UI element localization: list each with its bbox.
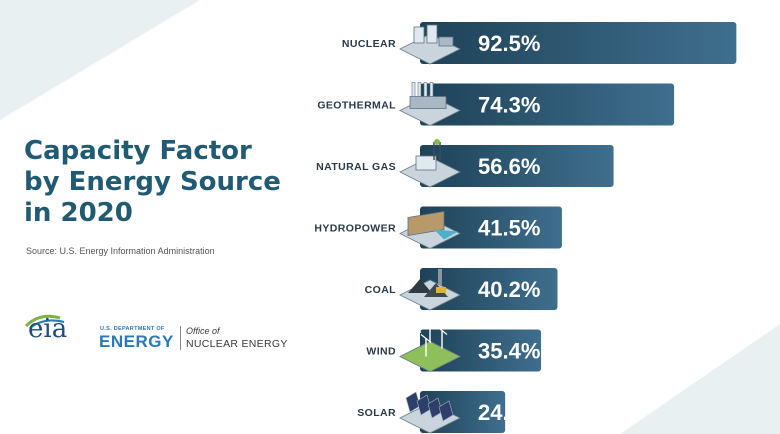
category-label: NATURAL GAS [316,161,396,173]
value-label: 24.9% [478,400,540,425]
value-label: 35.4% [478,339,540,364]
bar-natural-gas [420,145,614,187]
geothermal-plant-icon [399,82,461,126]
value-label: 92.5% [478,31,540,56]
corner-decoration-top-left [0,0,200,120]
bar-nuclear [420,22,737,64]
value-label: 41.5% [478,216,540,241]
nuclear-plant-icon [399,24,461,65]
value-label: 74.3% [478,93,540,118]
value-label: 40.2% [478,277,540,302]
category-label: SOLAR [357,407,396,419]
natural-gas-plant-icon [399,139,461,188]
bar-hydropower [420,206,562,249]
hydropower-dam-icon [399,211,461,249]
office-name-label: NUCLEAR ENERGY [186,338,288,350]
coal-plant-icon [399,269,461,311]
value-label: 56.6% [478,154,540,179]
category-label: WIND [366,346,396,358]
category-label: COAL [365,284,397,296]
wind-turbines-icon [399,320,461,372]
doe-department-label: U.S. DEPARTMENT OF [100,326,165,332]
category-label: GEOTHERMAL [317,100,396,112]
eia-wordmark: eia [28,314,68,344]
corner-decoration-bottom-right [620,324,780,434]
bar-geothermal [420,83,675,126]
source-note: Source: U.S. Energy Information Administ… [26,246,215,256]
logo-divider [180,326,181,350]
solar-panels-icon [399,391,461,434]
eia-logo [24,314,65,329]
doe-energy-wordmark: ENERGY [99,332,174,351]
office-of-label: Office of [186,326,220,336]
page-title: Capacity Factor by Energy Source in 2020 [24,136,281,228]
category-label: HYDROPOWER [314,223,396,235]
bar-coal [420,268,558,310]
category-label: NUCLEAR [342,38,396,50]
